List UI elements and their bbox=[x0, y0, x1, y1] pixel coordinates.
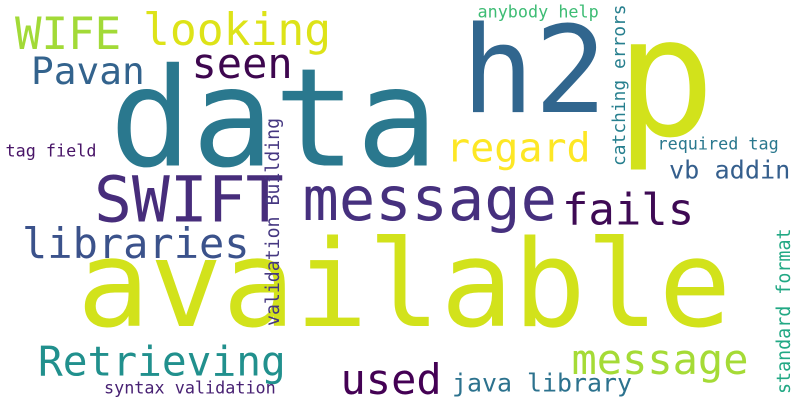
word-required-tag: required tag bbox=[657, 133, 779, 154]
word-pavan: Pavan bbox=[31, 49, 145, 93]
word-anybody-help: anybody help bbox=[477, 1, 599, 22]
word-seen: seen bbox=[191, 39, 293, 88]
word-libraries: libraries bbox=[22, 219, 250, 268]
word-syntax-validation: syntax validation bbox=[104, 377, 276, 398]
word-regard: regard bbox=[446, 125, 591, 172]
word-h2: h2 bbox=[461, 1, 607, 141]
word-swift: SWIFT bbox=[94, 163, 284, 237]
word-used: used bbox=[340, 355, 442, 400]
word-catching-errors: catching errors bbox=[609, 4, 630, 166]
word-fails: fails bbox=[562, 184, 695, 236]
word-looking: looking bbox=[143, 4, 332, 56]
word-tag-field: tag field bbox=[5, 140, 97, 161]
word-wife: WIFE bbox=[15, 9, 122, 60]
word-available: available bbox=[77, 215, 732, 355]
word-message: message bbox=[302, 165, 557, 235]
word-standard-format: standard format bbox=[774, 228, 795, 394]
word-message-small: message bbox=[571, 335, 749, 384]
word-java-library: java library bbox=[452, 368, 632, 398]
word-vb-addin: vb addin bbox=[669, 155, 791, 185]
word-retrieving: Retrieving bbox=[38, 337, 286, 386]
word-data: data bbox=[109, 39, 439, 199]
word-validation-building: validation Building bbox=[263, 117, 284, 326]
word-p: p bbox=[615, 0, 716, 175]
